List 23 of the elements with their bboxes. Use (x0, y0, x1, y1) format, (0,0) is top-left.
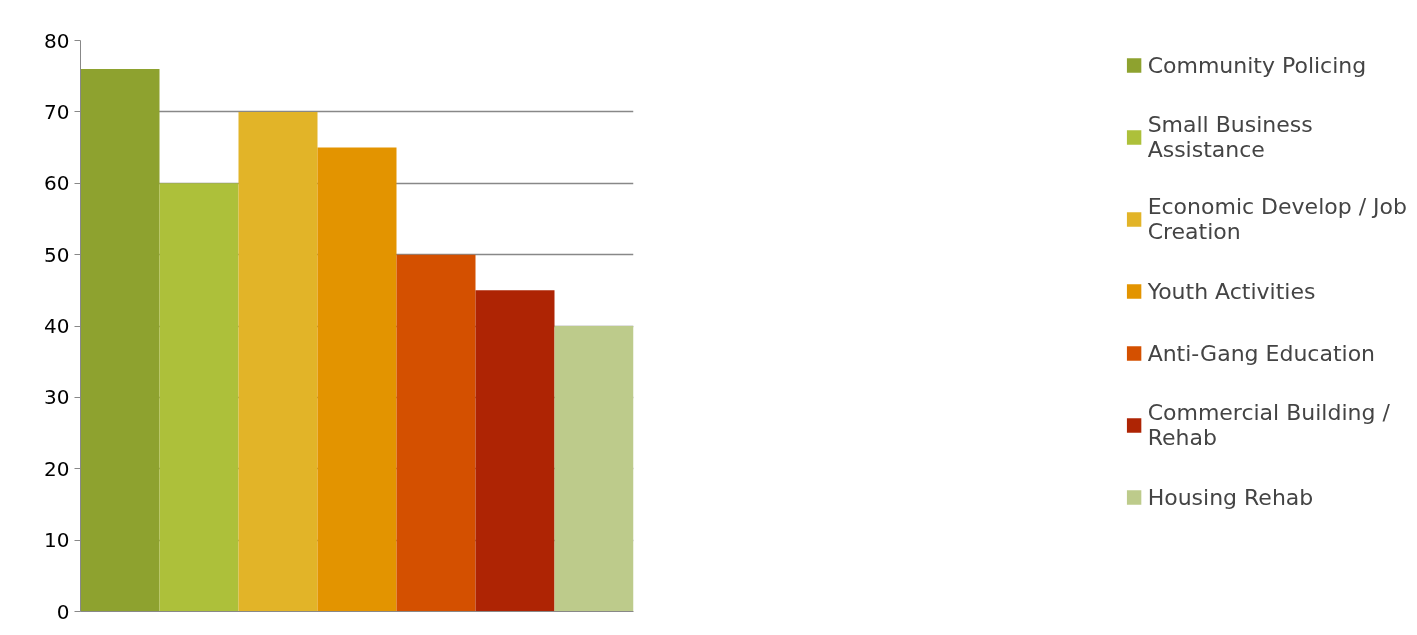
y-tick-label: 30 (44, 385, 70, 410)
legend-label: Housing Rehab (1147, 483, 1314, 512)
legend-label: Anti-Gang Education (1147, 339, 1376, 368)
legend-label: Small Business Assistance (1147, 112, 1313, 162)
legend-label: Youth Activities (1147, 277, 1316, 306)
bar (238, 111, 318, 612)
y-tick-label: 40 (44, 314, 70, 338)
y-tick-label: 0 (56, 599, 70, 624)
y-tick-label: 80 (44, 28, 70, 53)
y-tick-label: 10 (44, 528, 70, 553)
y-tick-label: 50 (44, 242, 70, 267)
y-tick-label: 20 (44, 456, 70, 481)
y-tick-label: 60 (44, 171, 70, 196)
bar (159, 183, 239, 612)
bar (554, 326, 634, 612)
bar (475, 290, 555, 612)
legend-label: Economic Develop / Job Creation (1147, 194, 1407, 244)
bar (317, 147, 397, 612)
legend-label: Community Policing (1147, 51, 1367, 80)
bar (396, 254, 476, 612)
bar (80, 69, 160, 612)
legend-label: Commercial Building / Rehab (1147, 400, 1390, 450)
y-tick-label: 70 (44, 99, 70, 124)
